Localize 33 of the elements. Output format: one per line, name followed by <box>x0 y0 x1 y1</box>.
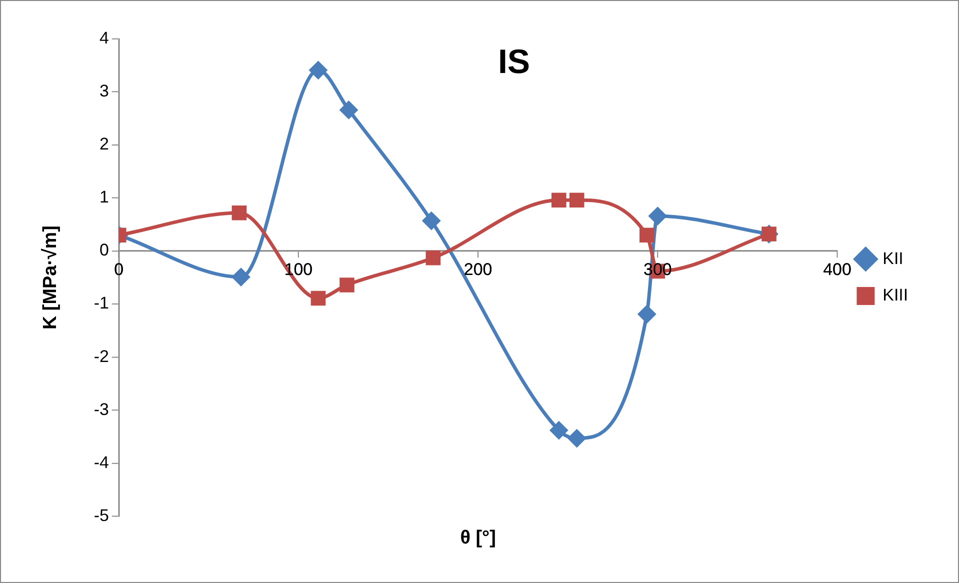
point <box>569 192 584 208</box>
point <box>340 278 354 292</box>
point <box>340 101 358 119</box>
legend-label: KIII <box>882 286 908 305</box>
point <box>309 61 327 79</box>
y-tick-label: 0 <box>99 240 109 260</box>
point <box>568 430 586 447</box>
point <box>422 212 440 230</box>
y-tick-label: 2 <box>99 134 109 154</box>
y-tick-label: -4 <box>94 452 109 472</box>
legend-label: KII <box>882 248 904 268</box>
point <box>426 250 441 266</box>
y-axis-title: K [MPa·√m] <box>40 226 62 330</box>
y-tick-label: -2 <box>94 346 109 366</box>
x-tick-label: 200 <box>464 260 492 279</box>
point <box>639 228 654 242</box>
x-tick-label: 0 <box>114 260 124 279</box>
point <box>550 422 568 440</box>
point <box>232 205 247 220</box>
point <box>551 192 566 208</box>
y-tick-label: 3 <box>99 82 109 101</box>
point <box>310 290 326 306</box>
x-axis-title: θ [°] <box>460 527 496 548</box>
y-tick-label: -5 <box>94 506 109 525</box>
y-tick-label: -3 <box>94 400 109 419</box>
point <box>638 305 656 323</box>
point <box>648 207 666 225</box>
y-tick-label: 1 <box>99 188 109 207</box>
chart-title: IS <box>498 43 530 82</box>
point <box>232 268 250 286</box>
x-tick-label: 400 <box>823 260 852 279</box>
y-tick-label: 4 <box>99 28 109 48</box>
y-tick-label: -1 <box>94 294 109 313</box>
